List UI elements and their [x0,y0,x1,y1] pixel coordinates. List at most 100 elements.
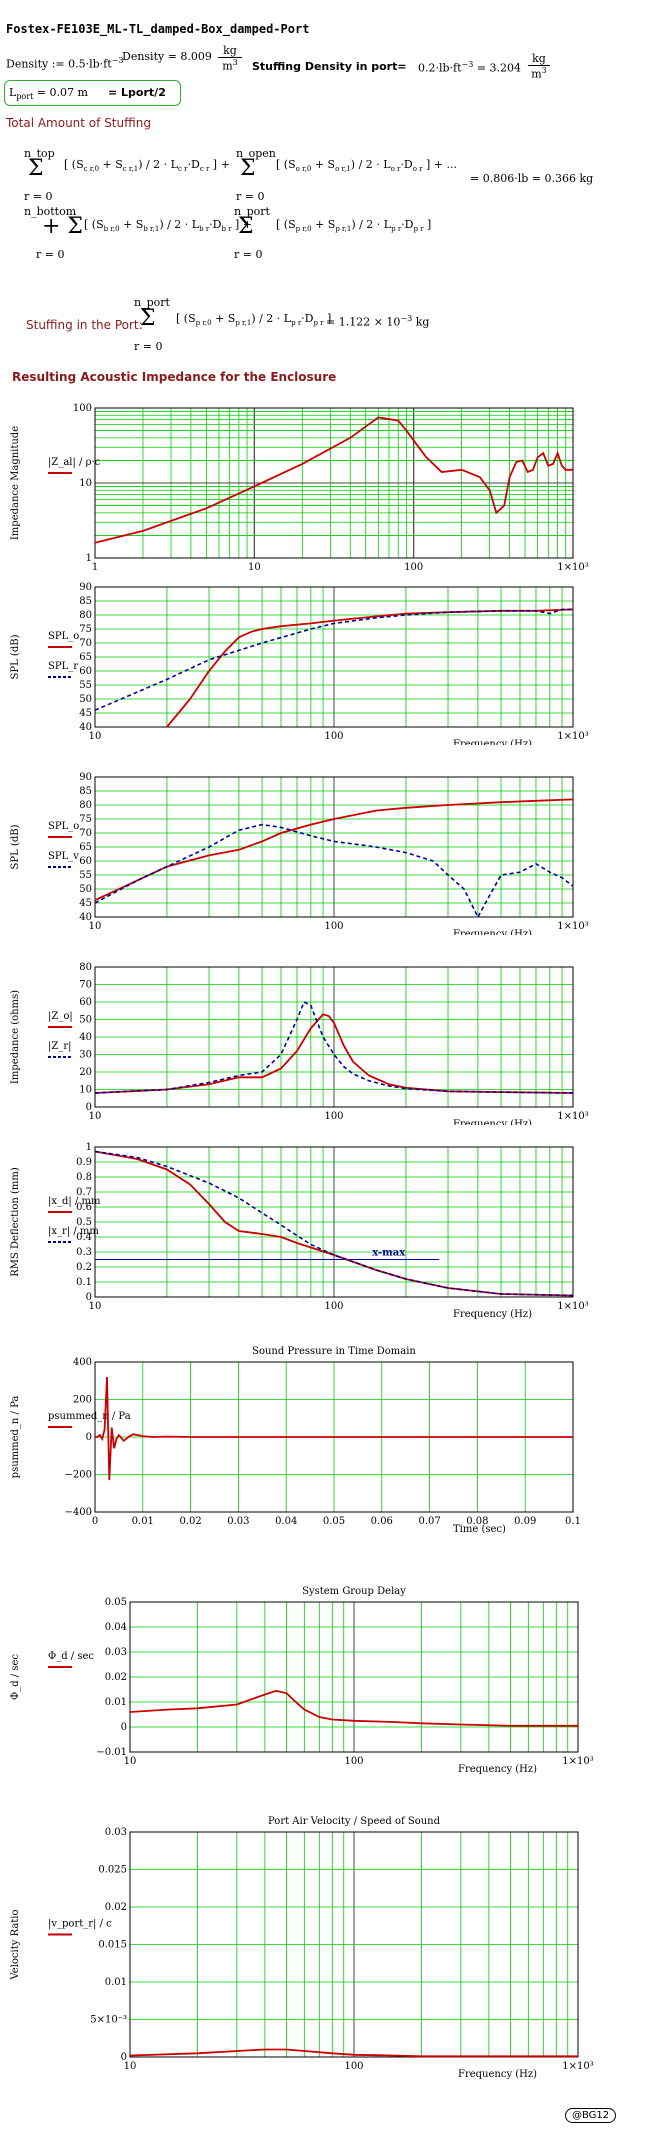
x-axis-label: Time (sec) [453,1524,506,1535]
x-tick-label: 100 [324,731,343,742]
y-tick-label: 90 [79,582,92,593]
legend-label: |Z_r| [48,1041,71,1052]
y-tick-label: 50 [79,694,92,705]
y-tick-label: 5×10⁻³ [90,2015,127,2026]
impedance-heading: Resulting Acoustic Impedance for the Enc… [12,370,337,384]
sum-sign: + Σ [42,214,83,239]
grid [94,776,574,918]
grid [94,407,574,559]
y-axis-label: SPL (dB) [10,824,21,869]
plot-frame [94,407,574,559]
y-tick-label: 90 [79,772,92,783]
x-tick-label: 10 [124,2061,137,2072]
series-line [129,2048,578,2058]
chart-group-delay: 10 100 1×10³ −0.01 0 0.01 0.02 0.03 0.04 0.05 Freq… [0,1570,653,1780]
bg-mark: @BG12 [565,2108,617,2123]
y-tick-label: 70 [79,828,92,839]
y-tick-label: 65 [79,652,92,663]
legend-label: SPL_o [48,821,79,832]
y-tick-label: 50 [79,884,92,895]
sum-sign: Σ [140,306,156,331]
x-axis-label: Frequency (Hz) [453,1309,532,1320]
stuffing-result: = 0.806·lb = 0.366 kg [470,172,594,185]
y-tick-label: 80 [79,610,92,621]
y-tick-label: 55 [79,870,92,881]
series-line [94,1150,574,1297]
sum-port-upper: n_port [234,205,270,218]
chart-title: Port Air Velocity / Speed of Sound [268,1816,441,1827]
y-tick-label: 85 [79,596,92,607]
y-tick-label: 0.05 [105,1597,127,1608]
sum-bottom-body: [ (Sb r,0 + Sb r,1) / 2 · Lb r·Db r ] + [84,218,253,234]
x-tick-label: 1×10³ [557,731,588,742]
y-tick-label: 65 [79,842,92,853]
y-tick-label: 0.5 [76,1217,92,1228]
x-axis-label: Frequency (Hz) [453,929,532,935]
y-axis-label: RMS Deflection (mm) [10,1167,21,1277]
y-tick-label: 30 [79,1050,92,1061]
lport-box [4,80,181,106]
chart-rms-deflection: 10 100 1×10³ 0 0.1 0.2 0.3 0.4 0.5 0.6 0.7 0.8 0.9 1 F… [0,1135,653,1320]
y-tick-label: 75 [79,624,92,635]
document-title: Fostex-FE103E_ML-TL_damped-Box_damped-Po… [6,22,310,36]
sum-port-body: [ (Sp r,0 + Sp r,1) / 2 · Lp r·Dp r ] [276,218,432,234]
chart-spl-2: 10 100 1×10³ 40 45 50 55 60 65 70 75 80 85 90 Frequenc… [0,765,653,940]
y-tick-label: 0.02 [105,1672,127,1683]
y-tick-label: 0.3 [76,1247,92,1258]
x-tick-label: 0.01 [132,1516,154,1527]
sum-top-upper: n_top [24,147,55,160]
y-tick-label: 45 [79,898,92,909]
sum-port-lower: r = 0 [234,248,263,261]
legend-label: |x_r| / mm [48,1226,99,1237]
chart-title: System Group Delay [302,1586,406,1597]
y-tick-label: 55 [79,680,92,691]
legend-label: SPL_v [48,851,79,862]
x-tick-label: 0.08 [466,1516,488,1527]
x-axis-label: Frequency (Hz) [453,739,532,745]
x-tick-label: 1×10³ [562,2061,593,2072]
grid [94,966,574,1108]
y-axis-label: Φ_d / sec [10,1654,21,1700]
x-tick-label: 0.07 [418,1516,440,1527]
y-tick-label: 85 [79,786,92,797]
y-axis-label: Impedance Magnitude [10,426,21,540]
x-tick-label: 0.06 [371,1516,393,1527]
port-sum-body: [ (Sp r,0 + Sp r,1) / 2 · Lp r·Dp r ] [176,312,332,328]
total-stuffing-heading: Total Amount of Stuffing [6,116,151,130]
x-tick-label: 10 [89,731,102,742]
series-line [94,416,573,544]
y-axis-label: Velocity Ratio [10,1909,21,1980]
y-tick-label: 75 [79,814,92,825]
y-tick-label: 0 [121,2052,127,2063]
x-tick-label: 0.05 [323,1516,345,1527]
y-tick-label: −0.01 [96,1747,127,1758]
sum-open-upper: n_open [236,147,276,160]
series-line [94,823,574,919]
y-tick-label: 10 [79,1085,92,1096]
y-tick-label: 0.03 [105,1827,127,1838]
y-tick-label: 60 [79,666,92,677]
x-tick-label: 100 [344,1756,363,1767]
sum-open-body: [ (So r,0 + So r,1) / 2 · Lo r·Do r ] + … [276,158,457,174]
y-tick-label: 0.9 [76,1157,92,1168]
y-tick-label: 80 [79,800,92,811]
y-tick-label: 60 [79,856,92,867]
y-tick-label: 70 [79,980,92,991]
x-tick-label: 0.09 [514,1516,536,1527]
x-tick-label: 10 [248,562,261,570]
y-tick-label: 0.01 [105,1977,127,1988]
x-tick-label: 0 [92,1516,98,1527]
y-tick-label: 1 [86,553,92,564]
y-tick-label: 400 [73,1357,92,1368]
stuffing-port-label: Stuffing Density in port= [252,60,407,73]
density-value: Density = 8.009 [122,50,212,63]
sum-open-lower: r = 0 [236,190,265,203]
x-tick-label: 1 [92,562,98,570]
y-tick-label: 10 [79,478,92,489]
x-tick-label: 100 [324,1111,343,1122]
sum-sign: Σ [240,156,256,181]
y-tick-label: 50 [79,1015,92,1026]
y-tick-label: 70 [79,638,92,649]
x-axis-label: Frequency (Hz) [458,2069,537,2080]
grid [129,1831,579,2058]
